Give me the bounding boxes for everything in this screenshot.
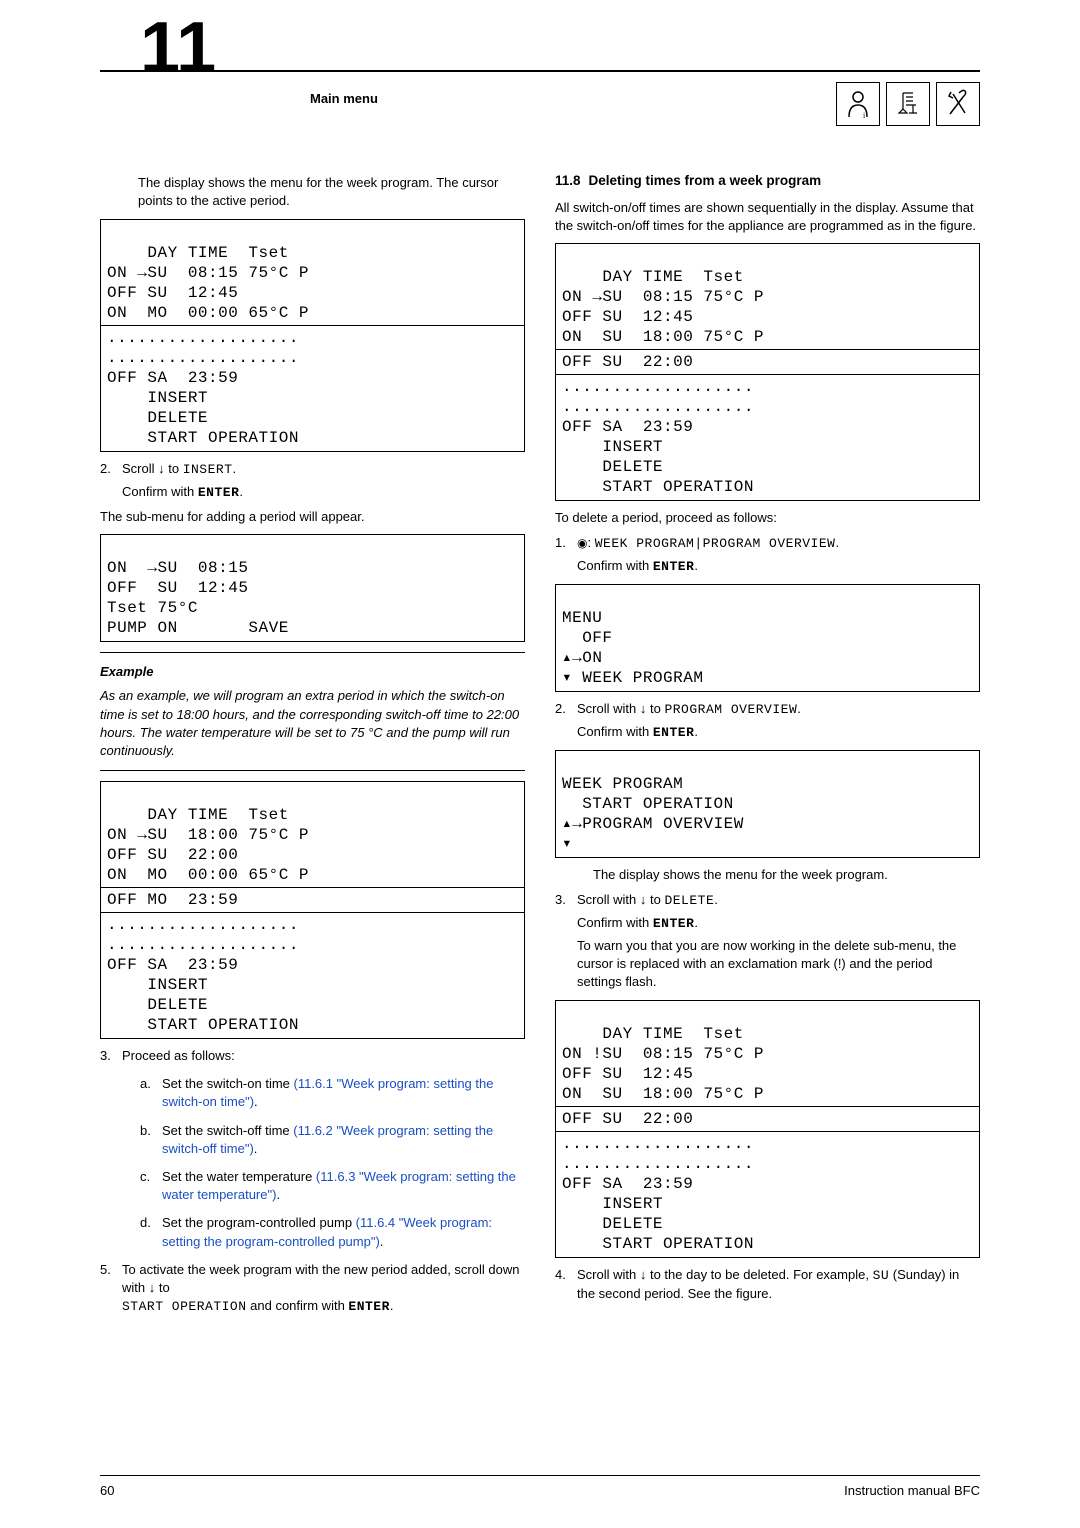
r-step-4: 4. Scroll with to the day to be deleted.… [555, 1266, 980, 1303]
right-steps-2: 2. Scroll with to PROGRAM OVERVIEW. Conf… [555, 700, 980, 742]
lcd-display-r3: WEEK PROGRAM START OPERATION →PROGRAM OV… [555, 750, 980, 858]
substep-a: a.Set the switch-on time (11.6.1 "Week p… [140, 1075, 525, 1111]
down-arrow-icon [562, 835, 572, 853]
lcd-display-3: DAY TIME Tset ON →SU 18:00 75°C P OFF SU… [100, 781, 525, 1039]
svg-text:i: i [863, 111, 866, 119]
substep-c: c.Set the water temperature (11.6.3 "Wee… [140, 1168, 525, 1204]
divider [100, 770, 525, 771]
submenu-text: The sub-menu for adding a period will ap… [100, 508, 525, 526]
step-5: 5. To activate the week program with the… [100, 1261, 525, 1317]
page: 11 Main menu i The display shows the men… [0, 0, 1080, 1528]
delete-intro: To delete a period, proceed as follows: [555, 509, 980, 527]
lcd-display-r2: MENU OFF →ON WEEK PROGRAM [555, 584, 980, 692]
content-columns: The display shows the menu for the week … [100, 168, 980, 1322]
lcd-display-1: DAY TIME Tset ON →SU 08:15 75°C P OFF SU… [100, 219, 525, 452]
section-header: 11.8 Deleting times from a week program [555, 172, 980, 191]
up-arrow-icon [562, 815, 572, 833]
down-arrow-icon [562, 669, 572, 687]
step-list-1: 2. Scroll to INSERT. Confirm with ENTER. [100, 460, 525, 502]
step-2: 2. Scroll to INSERT. Confirm with ENTER. [100, 460, 525, 502]
substep-b: b.Set the switch-off time (11.6.2 "Week … [140, 1122, 525, 1158]
header-bar: 11 Main menu i [100, 70, 980, 108]
chapter-number: 11 [140, 20, 216, 78]
right-column: 11.8 Deleting times from a week program … [555, 168, 980, 1322]
right-steps-3: 3. Scroll with to DELETE. Confirm with E… [555, 891, 980, 992]
gauge-icon [886, 82, 930, 126]
step-list-3: 3. Proceed as follows: a.Set the switch-… [100, 1047, 525, 1316]
divider [100, 652, 525, 653]
r-step-3: 3. Scroll with to DELETE. Confirm with E… [555, 891, 980, 992]
section-intro: All switch-on/off times are shown sequen… [555, 199, 980, 235]
nav-icon [577, 535, 587, 550]
right-steps: 1. : WEEK PROGRAM|PROGRAM OVERVIEW. Conf… [555, 534, 980, 576]
warn-text: To warn you that you are now working in … [577, 937, 980, 992]
right-steps-4: 4. Scroll with to the day to be deleted.… [555, 1266, 980, 1303]
section-title: Deleting times from a week program [589, 172, 822, 191]
step-3: 3. Proceed as follows: a.Set the switch-… [100, 1047, 525, 1251]
r-step-2: 2. Scroll with to PROGRAM OVERVIEW. Conf… [555, 700, 980, 742]
intro-text: The display shows the menu for the week … [138, 174, 525, 210]
section-number: 11.8 [555, 172, 581, 191]
up-arrow-icon [562, 649, 572, 667]
lcd-display-r1: DAY TIME Tset ON →SU 08:15 75°C P OFF SU… [555, 243, 980, 501]
page-number: 60 [100, 1482, 114, 1500]
footer: 60 Instruction manual BFC [100, 1475, 980, 1500]
header-icons: i [836, 82, 980, 126]
lcd-display-2: ON →SU 08:15 OFF SU 12:45 Tset 75°C PUMP… [100, 534, 525, 642]
user-icon: i [836, 82, 880, 126]
lcd-display-r4: DAY TIME Tset ON !SU 08:15 75°C P OFF SU… [555, 1000, 980, 1258]
left-column: The display shows the menu for the week … [100, 168, 525, 1322]
r-step-1: 1. : WEEK PROGRAM|PROGRAM OVERVIEW. Conf… [555, 534, 980, 576]
sub-steps: a.Set the switch-on time (11.6.1 "Week p… [140, 1075, 525, 1251]
doc-title: Instruction manual BFC [844, 1482, 980, 1500]
tools-icon [936, 82, 980, 126]
chapter-title: Main menu [310, 72, 378, 108]
substep-d: d.Set the program-controlled pump (11.6.… [140, 1214, 525, 1250]
example-text: As an example, we will program an extra … [100, 687, 525, 760]
menu-para: The display shows the menu for the week … [593, 866, 980, 884]
example-header: Example [100, 663, 525, 681]
